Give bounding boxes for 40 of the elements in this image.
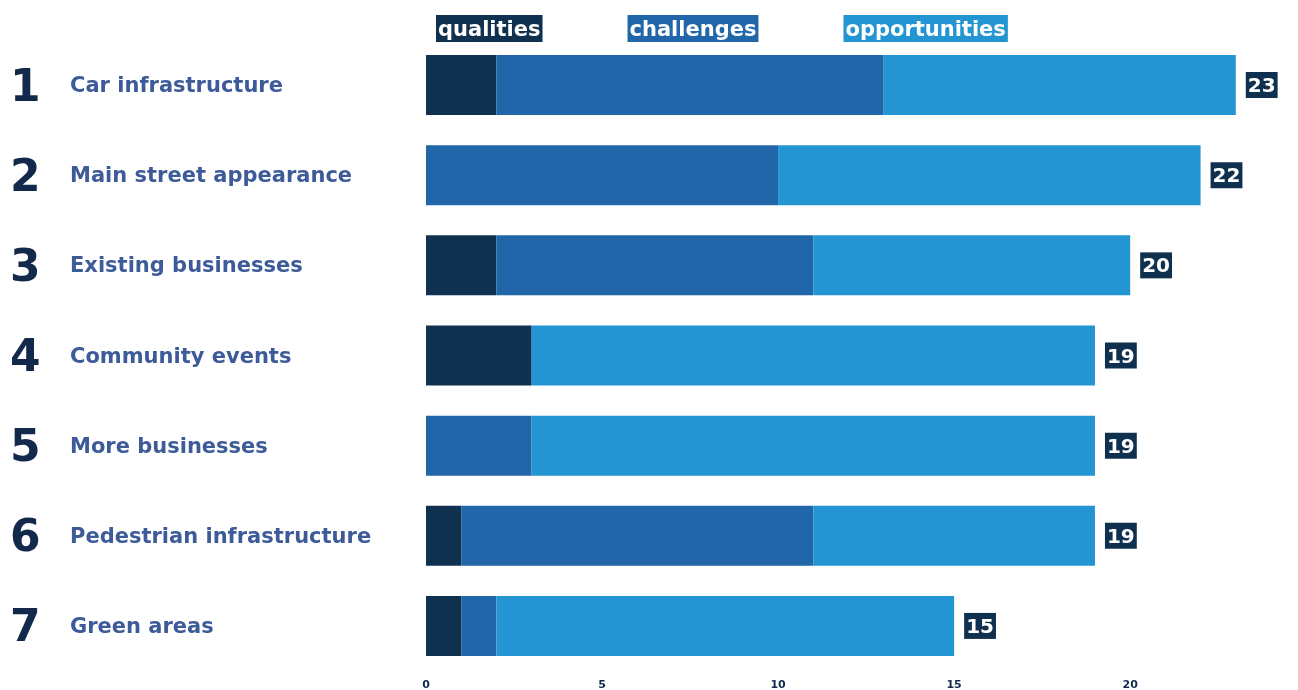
bar	[883, 55, 1236, 116]
y-tick-label: 2 Main street appearance	[10, 149, 353, 201]
bar	[496, 55, 884, 116]
y-tick-label: 4 Community events	[10, 330, 292, 381]
total-label: 22	[1212, 163, 1241, 188]
total-label: 19	[1106, 433, 1135, 458]
series-label: qualities	[438, 16, 541, 41]
bar	[778, 145, 1201, 206]
bar	[426, 55, 497, 116]
x-tick-label: 15	[946, 678, 962, 690]
total-label: 19	[1106, 523, 1135, 548]
series-label: opportunities	[845, 16, 1006, 41]
bar	[426, 145, 779, 206]
total-label: 15	[966, 613, 994, 638]
y-tick-label: 5 More businesses	[10, 420, 268, 472]
bar	[813, 235, 1131, 296]
bar	[496, 595, 955, 656]
total-label: 20	[1142, 253, 1171, 278]
bar	[461, 505, 814, 566]
bar	[496, 235, 814, 296]
bar	[426, 595, 462, 656]
bar	[461, 595, 497, 656]
bar	[531, 415, 1095, 476]
bar	[813, 505, 1095, 566]
bar	[531, 325, 1095, 386]
bar	[426, 505, 462, 566]
x-tick-label: 20	[1122, 678, 1139, 690]
bar	[426, 325, 532, 386]
y-tick-label: 3 Existing businesses	[10, 239, 303, 291]
x-tick-label: 0	[422, 678, 431, 690]
bar	[426, 415, 532, 476]
y-tick-label: 1 Car infrastructure	[10, 59, 283, 111]
y-tick-label: 7 Green areas	[10, 600, 214, 652]
series-label: challenges	[629, 16, 757, 41]
total-label: 19	[1106, 343, 1135, 368]
bar	[426, 235, 497, 296]
x-tick-label: 10	[770, 678, 787, 690]
x-tick-label: 5	[598, 678, 606, 690]
y-tick-label: 6 Pedestrian infrastructure	[10, 510, 372, 562]
total-label: 23	[1247, 73, 1276, 98]
